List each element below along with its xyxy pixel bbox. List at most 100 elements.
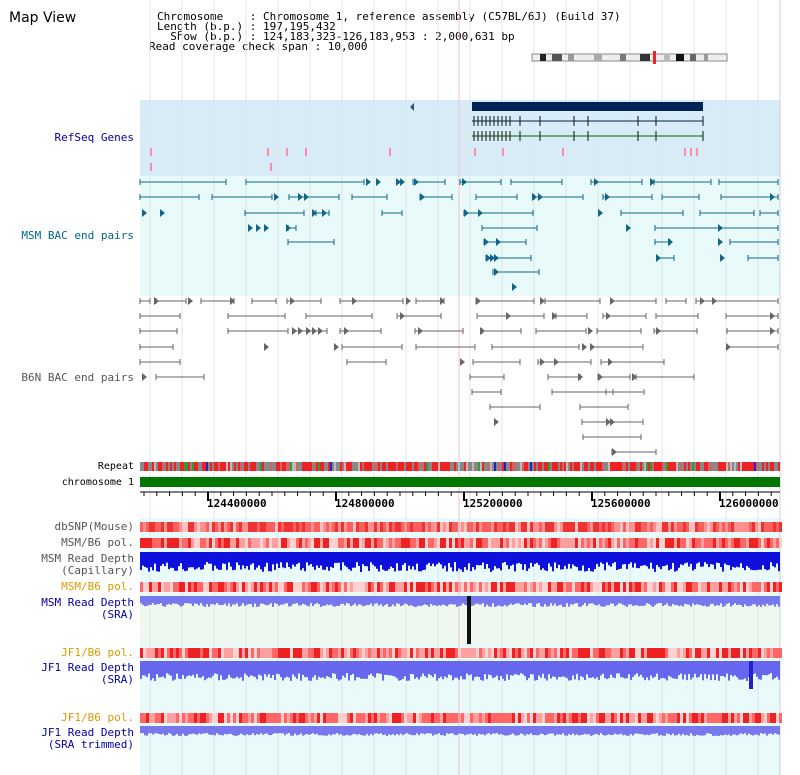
depth-bar bbox=[274, 552, 276, 570]
heatmap-cell bbox=[596, 582, 599, 592]
repeat-mark bbox=[172, 462, 174, 471]
heatmap-cell bbox=[152, 648, 155, 658]
depth-bar bbox=[566, 661, 568, 679]
repeat-mark bbox=[366, 462, 368, 471]
repeat-mark bbox=[720, 462, 722, 471]
depth-bar bbox=[202, 552, 204, 570]
depth-bar bbox=[630, 661, 632, 680]
depth-bar bbox=[590, 552, 592, 572]
heatmap-cell bbox=[557, 522, 560, 532]
bac-arrow bbox=[400, 312, 405, 320]
depth-bar bbox=[230, 596, 232, 607]
depth-bar bbox=[618, 661, 620, 674]
depth-bar bbox=[146, 552, 148, 568]
depth-bar bbox=[724, 661, 726, 678]
depth-bar bbox=[454, 661, 456, 678]
heatmap-cell bbox=[149, 522, 152, 532]
heatmap-cell bbox=[740, 522, 743, 532]
heatmap-cell bbox=[719, 648, 722, 658]
heatmap-cell bbox=[470, 538, 473, 548]
depth-bar bbox=[290, 552, 292, 569]
heatmap-cell bbox=[419, 582, 422, 592]
heatmap-cell bbox=[470, 582, 473, 592]
bac-arrow bbox=[720, 254, 725, 262]
heatmap-cell bbox=[290, 648, 293, 658]
repeat-mark bbox=[434, 462, 436, 471]
depth-bar bbox=[590, 726, 592, 736]
depth-bar bbox=[340, 596, 342, 605]
depth-bar bbox=[578, 596, 580, 607]
bac-arrow bbox=[582, 343, 587, 351]
repeat-mark bbox=[176, 462, 178, 471]
repeat-mark bbox=[336, 462, 338, 471]
depth-bar bbox=[644, 661, 646, 681]
depth-bar bbox=[324, 596, 326, 606]
heatmap-cell bbox=[140, 522, 143, 532]
heatmap-cell bbox=[719, 582, 722, 592]
depth-bar bbox=[562, 726, 564, 734]
repeat-mark bbox=[398, 462, 400, 471]
heatmap-cell bbox=[227, 648, 230, 658]
depth-bar bbox=[668, 552, 670, 571]
heatmap-cell bbox=[383, 522, 386, 532]
depth-bar bbox=[520, 596, 522, 605]
depth-bar bbox=[184, 661, 186, 679]
heatmap-cell bbox=[347, 713, 350, 723]
heatmap-cell bbox=[479, 713, 482, 723]
depth-bar bbox=[408, 596, 410, 606]
heatmap-cell bbox=[242, 522, 245, 532]
depth-bar bbox=[616, 596, 618, 606]
depth-bar bbox=[758, 726, 760, 736]
depth-bar bbox=[620, 596, 622, 604]
depth-bar bbox=[394, 552, 396, 572]
depth-bar bbox=[158, 552, 160, 572]
depth-bar bbox=[634, 661, 636, 675]
heatmap-cell bbox=[344, 538, 347, 548]
bac-arrow bbox=[540, 358, 545, 366]
heatmap-cell bbox=[632, 713, 635, 723]
depth-bar bbox=[266, 661, 268, 677]
bac-arrow bbox=[484, 238, 489, 246]
repeat-mark bbox=[182, 462, 184, 471]
repeat-mark bbox=[770, 462, 772, 471]
heatmap-cell bbox=[410, 538, 413, 548]
heatmap-cell bbox=[305, 522, 308, 532]
depth-bar bbox=[544, 661, 546, 679]
repeat-mark bbox=[776, 462, 778, 471]
heatmap-cell bbox=[467, 582, 470, 592]
depth-bar bbox=[320, 596, 322, 607]
depth-bar bbox=[306, 552, 308, 563]
heatmap-cell bbox=[533, 582, 536, 592]
heatmap-cell bbox=[659, 648, 662, 658]
heatmap-cell bbox=[566, 713, 569, 723]
depth-bar bbox=[294, 726, 296, 734]
depth-bar bbox=[248, 552, 250, 570]
heatmap-cell bbox=[683, 538, 686, 548]
heatmap-cell bbox=[389, 522, 392, 532]
repeat-mark bbox=[292, 462, 294, 471]
heatmap-cell bbox=[164, 713, 167, 723]
heatmap-cell bbox=[218, 522, 221, 532]
repeat-mark bbox=[526, 462, 528, 471]
heatmap-cell bbox=[419, 648, 422, 658]
heatmap-cell bbox=[716, 538, 719, 548]
heatmap-cell bbox=[659, 538, 662, 548]
depth-bar bbox=[258, 552, 260, 566]
depth-bar bbox=[268, 726, 270, 736]
depth-bar bbox=[408, 661, 410, 681]
depth-bar bbox=[354, 596, 356, 604]
depth-bar bbox=[456, 596, 458, 607]
depth-bar bbox=[586, 661, 588, 675]
heatmap-cell bbox=[281, 522, 284, 532]
heatmap-cell bbox=[299, 582, 302, 592]
heatmap-cell bbox=[740, 713, 743, 723]
depth-bar bbox=[200, 596, 202, 604]
track-label-dbsnp: dbSNP(Mouse) bbox=[54, 520, 134, 533]
heatmap-cell bbox=[779, 582, 782, 592]
depth-bar bbox=[734, 552, 736, 568]
gene-mark bbox=[305, 148, 307, 156]
depth-bar bbox=[630, 596, 632, 605]
heatmap-cell bbox=[338, 648, 341, 658]
heatmap-cell bbox=[764, 538, 767, 548]
